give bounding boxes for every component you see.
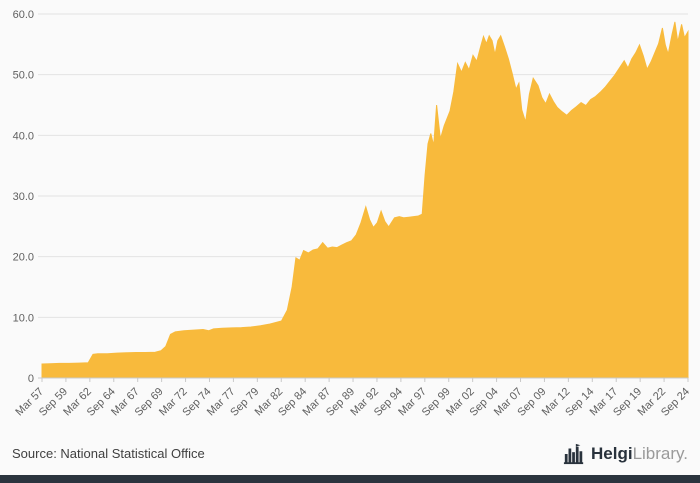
chart-container: 0 10.0 20.0 30.0 40.0 50.0 60.0 Mar 57 Sep 59 Mar… — [13, 9, 693, 419]
y-tick-label: 10.0 — [13, 312, 34, 324]
helgi-logo-icon — [563, 443, 584, 464]
logo-text-library: Library — [632, 443, 684, 463]
y-tick-label: 30.0 — [13, 191, 34, 203]
chart-footer: Source: National Statistical Office Helg… — [0, 432, 700, 475]
y-tick-label: 50.0 — [13, 70, 34, 82]
y-tick-label: 60.0 — [13, 9, 34, 21]
area-series — [41, 21, 689, 379]
logo-text-dot: . — [683, 443, 688, 463]
helgi-logo-text: HelgiLibrary. — [591, 444, 688, 464]
source-label: Source: National Statistical Office — [12, 446, 205, 461]
bottom-accent-bar — [0, 475, 700, 483]
y-tick-label: 0 — [28, 373, 34, 385]
helgi-library-logo[interactable]: HelgiLibrary. — [563, 443, 688, 465]
logo-text-helgi: Helgi — [591, 443, 633, 463]
y-tick-label: 20.0 — [13, 252, 34, 264]
y-tick-label: 40.0 — [13, 130, 34, 142]
